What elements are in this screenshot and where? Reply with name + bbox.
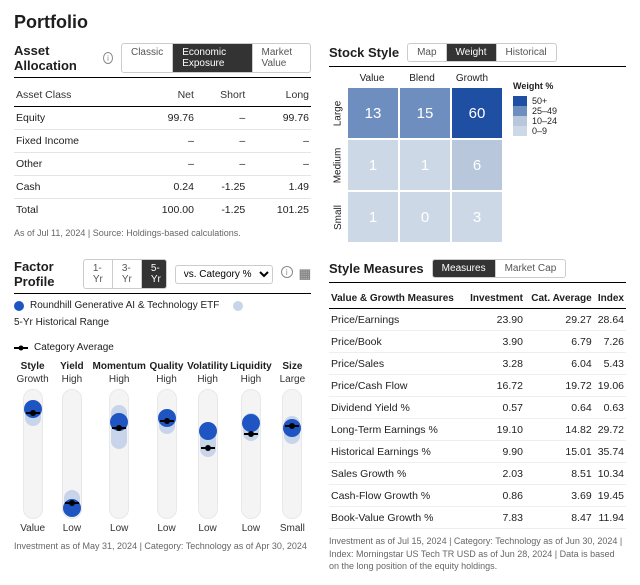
asset-allocation-section: Asset Allocation i ClassicEconomic Expos… [14, 43, 311, 243]
tab-market-value[interactable]: Market Value [253, 44, 310, 72]
style-cell[interactable]: 15 [400, 88, 450, 138]
table-row: Book-Value Growth %7.838.4711.94 [329, 507, 626, 529]
factor-period-tabs: 1-Yr3-Yr5-Yr [83, 259, 167, 289]
stock-style-section: Stock Style MapWeightHistorical ValueBle… [329, 43, 626, 243]
table-row-total: Total100.00-1.25101.25 [14, 199, 311, 222]
style-legend: Weight % 50+25–4910–240–9 [513, 81, 557, 243]
style-title: Stock Style [329, 45, 399, 60]
grid-icon[interactable]: ▦ [299, 266, 311, 282]
table-row: Fixed Income––– [14, 130, 311, 153]
factor-compare-select[interactable]: vs. Category % [175, 265, 273, 284]
table-row: Price/Book3.906.797.26 [329, 331, 626, 353]
style-tabs: MapWeightHistorical [407, 43, 557, 62]
style-cell[interactable]: 1 [348, 140, 398, 190]
tab-weight[interactable]: Weight [447, 44, 497, 61]
style-box: ValueBlendGrowth Large131560Medium116Sma… [329, 73, 503, 243]
table-row: Price/Cash Flow16.7219.7219.06 [329, 375, 626, 397]
info-icon[interactable]: i [281, 266, 293, 278]
alloc-tabs: ClassicEconomic ExposureMarket Value [121, 43, 311, 73]
info-icon[interactable]: i [103, 52, 113, 64]
tab-3-yr[interactable]: 3-Yr [113, 260, 142, 288]
tab-5-yr[interactable]: 5-Yr [142, 260, 167, 288]
table-row: Historical Earnings %9.9015.0135.74 [329, 441, 626, 463]
style-cell[interactable]: 60 [452, 88, 502, 138]
meas-table: Value & Growth MeasuresInvestmentCat. Av… [329, 289, 626, 529]
tab-1-yr[interactable]: 1-Yr [84, 260, 113, 288]
tab-measures[interactable]: Measures [433, 260, 496, 277]
factor-title: Factor Profile [14, 259, 75, 289]
meas-source: Investment as of Jul 15, 2024 | Category… [329, 535, 626, 573]
style-cell[interactable]: 3 [452, 192, 502, 242]
factor-col-size: SizeLargeSmall [274, 361, 311, 534]
style-cell[interactable]: 13 [348, 88, 398, 138]
alloc-table: Asset ClassNetShortLongEquity99.76–99.76… [14, 84, 311, 221]
factor-legend: Roundhill Generative AI & Technology ETF… [14, 300, 311, 353]
style-cell[interactable]: 1 [400, 140, 450, 190]
meas-tabs: MeasuresMarket Cap [432, 259, 567, 278]
factor-col-quality: QualityHighLow [148, 361, 185, 534]
factor-col-style: StyleGrowthValue [14, 361, 51, 534]
style-cell[interactable]: 0 [400, 192, 450, 242]
factor-col-yield: YieldHighLow [53, 361, 90, 534]
table-row: Other––– [14, 153, 311, 176]
factor-profile-section: Factor Profile 1-Yr3-Yr5-Yr vs. Category… [14, 259, 311, 573]
tab-historical[interactable]: Historical [497, 44, 556, 61]
table-row: Price/Earnings23.9029.2728.64 [329, 309, 626, 331]
tab-market-cap[interactable]: Market Cap [496, 260, 566, 277]
table-row: Long-Term Earnings %19.1014.8229.72 [329, 419, 626, 441]
tab-map[interactable]: Map [408, 44, 446, 61]
meas-title: Style Measures [329, 261, 424, 276]
factor-col-volatility: VolatilityHighLow [187, 361, 228, 534]
alloc-source: As of Jul 11, 2024 | Source: Holdings-ba… [14, 227, 311, 240]
tab-classic[interactable]: Classic [122, 44, 173, 72]
factor-col-liquidity: LiquidityHighLow [230, 361, 272, 534]
table-row: Equity99.76–99.76 [14, 107, 311, 130]
factor-col-momentum: MomentumHighLow [93, 361, 146, 534]
style-measures-section: Style Measures MeasuresMarket Cap Value … [329, 259, 626, 573]
tab-economic-exposure[interactable]: Economic Exposure [173, 44, 252, 72]
style-cell[interactable]: 6 [452, 140, 502, 190]
factor-source: Investment as of May 31, 2024 | Category… [14, 540, 311, 553]
table-row: Price/Sales3.286.045.43 [329, 353, 626, 375]
alloc-title: Asset Allocation [14, 43, 95, 73]
table-row: Cash-Flow Growth %0.863.6919.45 [329, 485, 626, 507]
style-cell[interactable]: 1 [348, 192, 398, 242]
page-title: Portfolio [14, 12, 626, 33]
table-row: Cash0.24-1.251.49 [14, 176, 311, 199]
table-row: Dividend Yield %0.570.640.63 [329, 397, 626, 419]
table-row: Sales Growth %2.038.5110.34 [329, 463, 626, 485]
